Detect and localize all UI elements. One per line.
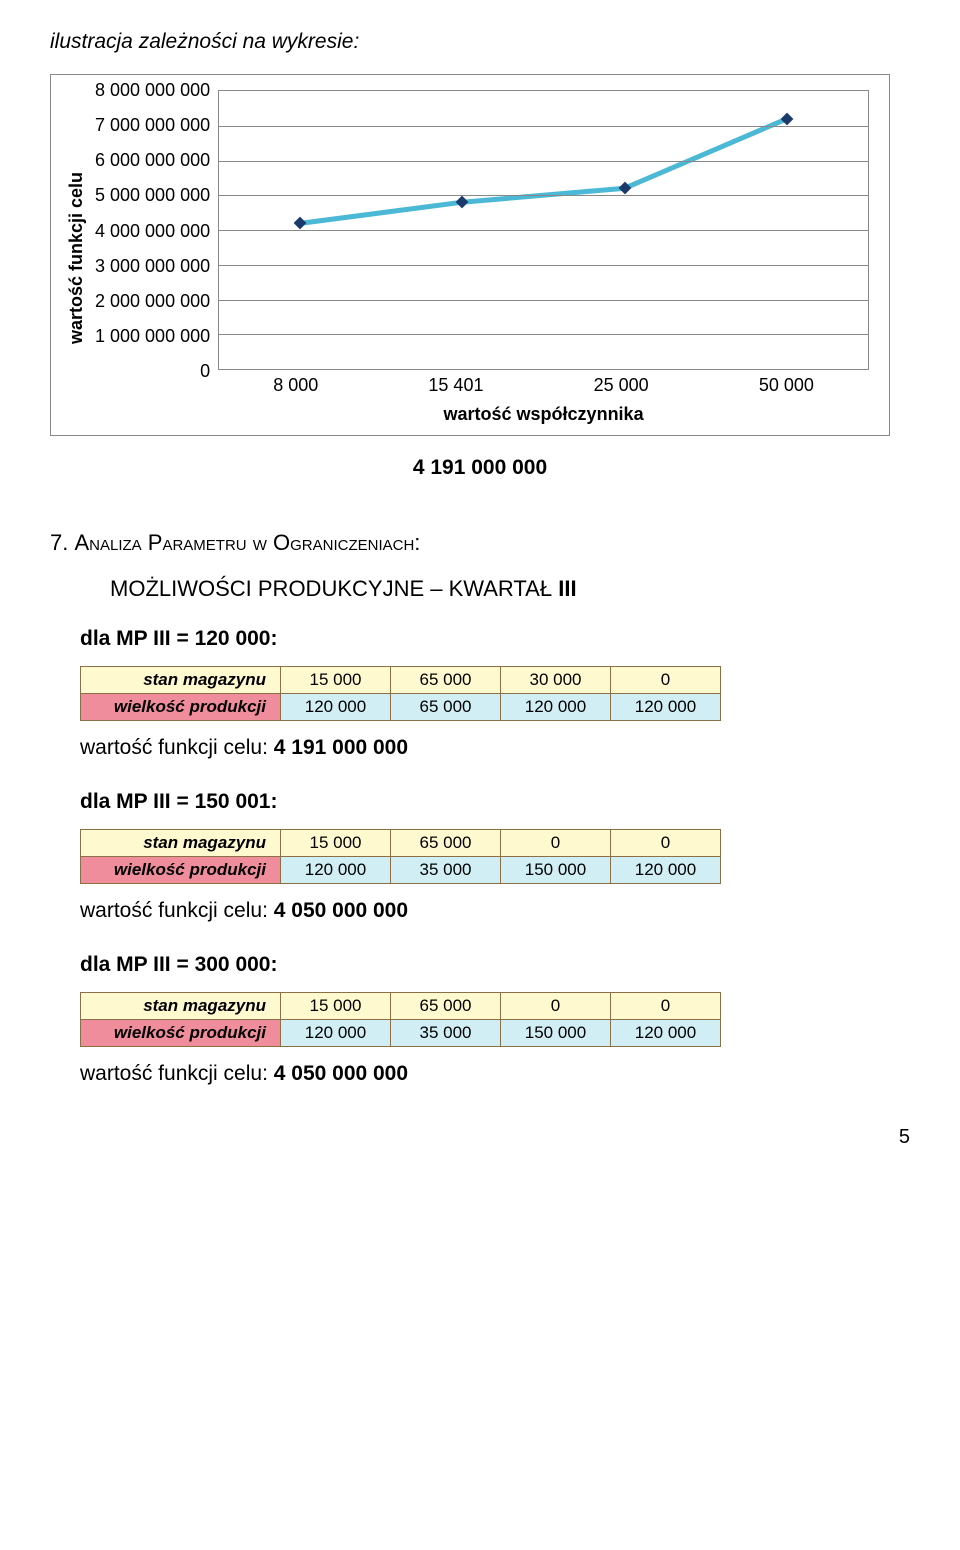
x-tick: 8 000	[273, 375, 318, 396]
y-tick: 4 000 000 000	[95, 221, 210, 242]
section-title: Analiza Parametru w Ograniczeniach:	[74, 530, 420, 555]
x-tick: 50 000	[759, 375, 814, 396]
subheading-prefix: MOŻLIWOŚCI PRODUKCYJNE – KWARTAŁ	[110, 576, 552, 601]
cell: 0	[611, 993, 721, 1020]
param-line: dla MP III = 150 001:	[80, 790, 910, 814]
cell: 150 000	[501, 857, 611, 884]
table-row: stan magazynu15 00065 00000	[81, 993, 721, 1020]
table-row: stan magazynu15 00065 00000	[81, 830, 721, 857]
gridline	[219, 161, 868, 162]
data-table: stan magazynu15 00065 00030 0000wielkość…	[80, 666, 721, 721]
cell: 15 000	[281, 993, 391, 1020]
row-label: wielkość produkcji	[81, 694, 281, 721]
gridline	[219, 300, 868, 301]
data-table: stan magazynu15 00065 00000wielkość prod…	[80, 829, 721, 884]
data-table: stan magazynu15 00065 00000wielkość prod…	[80, 992, 721, 1047]
cell: 65 000	[391, 667, 501, 694]
y-tick: 8 000 000 000	[95, 80, 210, 101]
y-axis-label: wartość funkcji celu	[66, 90, 87, 425]
y-tick: 1 000 000 000	[95, 326, 210, 347]
gridline	[219, 195, 868, 196]
cell: 30 000	[501, 667, 611, 694]
row-label: stan magazynu	[81, 993, 281, 1020]
cell: 0	[501, 830, 611, 857]
y-ticks: 8 000 000 000 7 000 000 000 6 000 000 000 5…	[95, 80, 218, 382]
x-axis-label: wartość współczynnika	[218, 404, 869, 425]
y-tick: 6 000 000 000	[95, 150, 210, 171]
cell: 120 000	[611, 857, 721, 884]
row-label: stan magazynu	[81, 667, 281, 694]
subheading: MOŻLIWOŚCI PRODUKCYJNE – KWARTAŁ III	[110, 576, 910, 602]
y-tick: 2 000 000 000	[95, 291, 210, 312]
x-ticks: 8 000 15 401 25 000 50 000	[218, 375, 869, 396]
cell: 65 000	[391, 993, 501, 1020]
table-row: wielkość produkcji120 00035 000150 00012…	[81, 857, 721, 884]
y-tick: 3 000 000 000	[95, 256, 210, 277]
cell: 120 000	[281, 857, 391, 884]
row-label: stan magazynu	[81, 830, 281, 857]
cases-container: dla MP III = 120 000:stan magazynu15 000…	[50, 627, 910, 1086]
table-row: wielkość produkcji120 00065 000120 00012…	[81, 694, 721, 721]
y-tick: 7 000 000 000	[95, 115, 210, 136]
cell: 0	[611, 830, 721, 857]
table-row: stan magazynu15 00065 00030 0000	[81, 667, 721, 694]
x-tick: 25 000	[594, 375, 649, 396]
cell: 65 000	[391, 830, 501, 857]
cell: 35 000	[391, 857, 501, 884]
chart-container: wartość funkcji celu 8 000 000 000 7 000 …	[50, 74, 890, 436]
table-row: wielkość produkcji120 00035 000150 00012…	[81, 1020, 721, 1047]
param-line: dla MP III = 300 000:	[80, 953, 910, 977]
cell: 15 000	[281, 667, 391, 694]
cell: 65 000	[391, 694, 501, 721]
plot	[218, 90, 869, 370]
central-value: 4 191 000 000	[50, 456, 910, 480]
x-tick: 15 401	[428, 375, 483, 396]
gridline	[219, 265, 868, 266]
param-line: dla MP III = 120 000:	[80, 627, 910, 651]
y-tick: 5 000 000 000	[95, 185, 210, 206]
row-label: wielkość produkcji	[81, 1020, 281, 1047]
cell: 35 000	[391, 1020, 501, 1047]
gridline	[219, 230, 868, 231]
cell: 120 000	[281, 1020, 391, 1047]
section-number: 7.	[50, 530, 68, 555]
page-title: ilustracja zależności na wykresie:	[50, 30, 910, 54]
gridline	[219, 126, 868, 127]
gridline	[219, 334, 868, 335]
cell: 120 000	[501, 694, 611, 721]
page-number: 5	[50, 1126, 910, 1149]
cell: 120 000	[281, 694, 391, 721]
subheading-roman: III	[558, 576, 576, 601]
value-line: wartość funkcji celu: 4 050 000 000	[80, 1062, 910, 1086]
plot-wrapper: 8 000 15 401 25 000 50 000 wartość współczy…	[218, 90, 869, 425]
cell: 0	[501, 993, 611, 1020]
value-line: wartość funkcji celu: 4 050 000 000	[80, 899, 910, 923]
cell: 120 000	[611, 694, 721, 721]
section-heading: 7. Analiza Parametru w Ograniczeniach:	[50, 530, 910, 556]
cell: 120 000	[611, 1020, 721, 1047]
cell: 0	[611, 667, 721, 694]
row-label: wielkość produkcji	[81, 857, 281, 884]
chart-area: wartość funkcji celu 8 000 000 0007 000 …	[66, 90, 869, 425]
cell: 150 000	[501, 1020, 611, 1047]
cell: 15 000	[281, 830, 391, 857]
y-tick: 0	[95, 361, 210, 382]
value-line: wartość funkcji celu: 4 191 000 000	[80, 736, 910, 760]
